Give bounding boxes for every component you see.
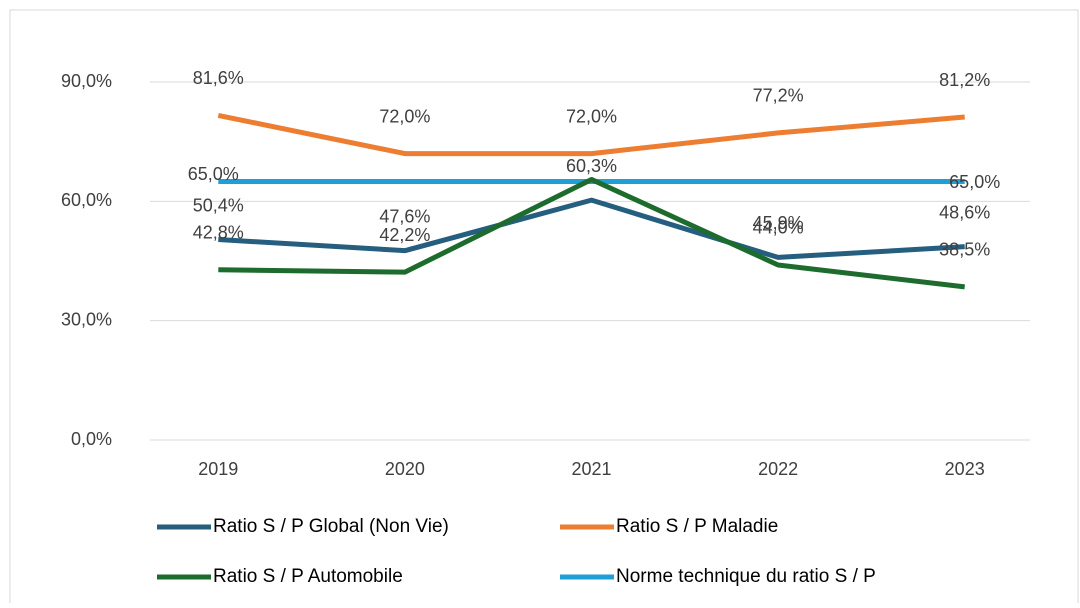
y-tick-label: 30,0%	[61, 309, 112, 329]
data-label: 45,9%	[753, 213, 804, 233]
data-label: 38,5%	[939, 240, 990, 260]
data-label: 65,0%	[949, 172, 1000, 192]
data-label: 72,0%	[379, 106, 430, 126]
y-tick-label: 60,0%	[61, 190, 112, 210]
legend-label: Norme technique du ratio S / P	[616, 566, 876, 587]
legend-label: Ratio S / P Automobile	[213, 566, 403, 587]
x-tick-label: 2022	[758, 459, 798, 479]
x-tick-label: 2021	[571, 459, 611, 479]
legend-label: Ratio S / P Global (Non Vie)	[213, 516, 449, 537]
series-line	[218, 176, 965, 290]
data-label: 44,0%	[753, 218, 804, 238]
legend-label: Ratio S / P Maladie	[616, 516, 778, 537]
data-label: 65,0%	[188, 164, 239, 184]
x-tick-label: 2020	[385, 459, 425, 479]
data-label: 81,2%	[939, 70, 990, 90]
data-label: 42,8%	[193, 223, 244, 243]
data-label: 60,3%	[566, 156, 617, 176]
data-label: 72,0%	[566, 106, 617, 126]
series-line	[217, 112, 965, 157]
data-label: 48,6%	[939, 202, 990, 222]
data-label: 42,2%	[379, 225, 430, 245]
data-label: 77,2%	[753, 86, 804, 106]
data-label: 81,6%	[193, 68, 244, 88]
series-line	[218, 197, 965, 260]
y-tick-label: 90,0%	[61, 71, 112, 91]
data-label: 50,4%	[193, 195, 244, 215]
chart-border	[9, 9, 1079, 608]
data-label: 47,6%	[379, 206, 430, 226]
y-tick-label: 0,0%	[71, 429, 112, 449]
x-tick-label: 2019	[198, 459, 238, 479]
x-tick-label: 2023	[945, 459, 985, 479]
